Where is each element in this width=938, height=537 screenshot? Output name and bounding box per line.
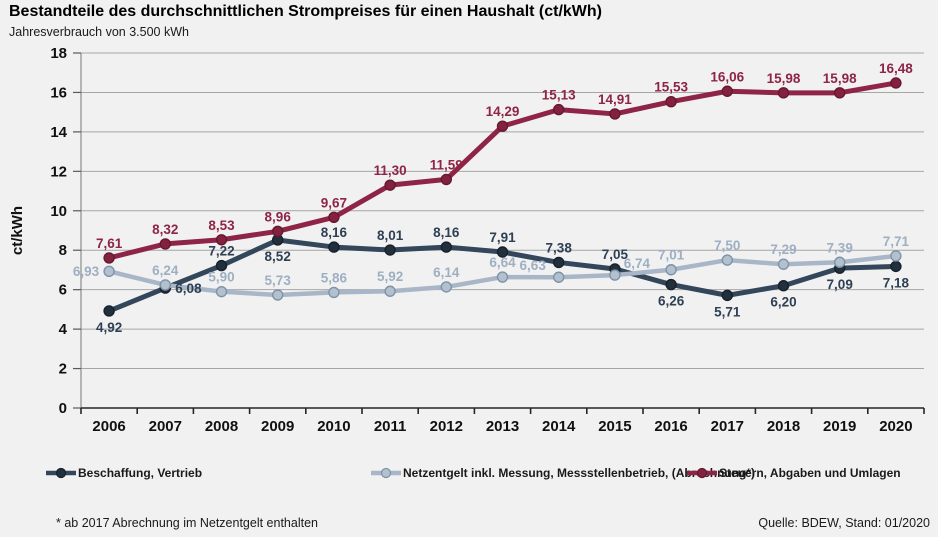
legend-label: Steuern, Abgaben und Umlagen — [719, 466, 901, 480]
svg-text:8,01: 8,01 — [377, 228, 404, 243]
svg-text:7,38: 7,38 — [546, 240, 573, 255]
gridlines — [81, 52, 924, 370]
legend-label: Netzentgelt inkl. Messung, Messstellenbe… — [403, 466, 756, 480]
svg-text:14: 14 — [50, 124, 67, 141]
svg-text:7,29: 7,29 — [770, 242, 796, 257]
svg-text:6,26: 6,26 — [658, 294, 685, 309]
svg-text:2018: 2018 — [767, 418, 800, 435]
source-note: Quelle: BDEW, Stand: 01/2020 — [758, 516, 930, 530]
svg-text:7,91: 7,91 — [489, 230, 516, 245]
svg-text:4,92: 4,92 — [96, 320, 122, 335]
svg-text:7,22: 7,22 — [208, 244, 234, 259]
svg-text:8: 8 — [59, 242, 67, 259]
svg-text:2012: 2012 — [430, 418, 463, 435]
svg-text:10: 10 — [50, 203, 67, 220]
svg-text:6,74: 6,74 — [624, 256, 651, 271]
svg-text:14,91: 14,91 — [598, 92, 632, 107]
svg-text:0: 0 — [59, 400, 67, 417]
svg-text:2013: 2013 — [486, 418, 519, 435]
svg-text:ct/kWh: ct/kWh — [9, 206, 26, 255]
svg-text:2011: 2011 — [374, 418, 407, 435]
svg-text:2010: 2010 — [317, 418, 350, 435]
svg-text:2: 2 — [59, 361, 67, 378]
svg-text:18: 18 — [50, 45, 67, 62]
svg-text:9,67: 9,67 — [321, 195, 347, 210]
svg-text:7,50: 7,50 — [714, 238, 740, 253]
svg-text:6,14: 6,14 — [433, 265, 460, 280]
svg-text:4: 4 — [59, 321, 68, 338]
chart-title: Bestandteile des durchschnittlichen Stro… — [9, 3, 603, 20]
legend-swatch — [687, 467, 717, 479]
svg-text:11,59: 11,59 — [430, 157, 463, 172]
legend-swatch — [371, 467, 401, 479]
svg-text:6,08: 6,08 — [175, 281, 202, 296]
svg-text:2008: 2008 — [205, 418, 238, 435]
svg-text:12: 12 — [50, 163, 67, 180]
svg-text:7,39: 7,39 — [827, 240, 853, 255]
chart-subtitle: Jahresverbrauch von 3.500 kWh — [9, 25, 189, 39]
svg-text:7,71: 7,71 — [883, 234, 910, 249]
svg-text:2020: 2020 — [879, 418, 912, 435]
svg-text:2014: 2014 — [542, 418, 576, 435]
axes: 0 2 4 6 8 10 12 14 16 18 2006 2007 2008 2009 2010 2011 2… — [50, 45, 925, 435]
svg-text:8,52: 8,52 — [265, 249, 291, 264]
svg-text:5,86: 5,86 — [321, 270, 348, 285]
svg-text:5,73: 5,73 — [265, 273, 292, 288]
svg-text:8,16: 8,16 — [433, 225, 460, 240]
svg-text:14,29: 14,29 — [486, 104, 520, 119]
footnote: * ab 2017 Abrechnung im Netzentgelt enth… — [56, 516, 318, 530]
svg-text:15,13: 15,13 — [542, 88, 576, 103]
data-labels: 4,92 6,08 7,22 8,52 8,16 8,01 8,16 7,91 7,38 7,05… — [73, 61, 913, 335]
svg-text:6,93: 6,93 — [73, 264, 100, 279]
svg-text:6,20: 6,20 — [770, 295, 796, 310]
svg-text:6,64: 6,64 — [489, 255, 516, 270]
svg-text:16: 16 — [50, 84, 67, 101]
svg-text:16,06: 16,06 — [710, 69, 744, 84]
svg-text:6: 6 — [59, 282, 67, 299]
legend-item-0: Beschaffung, Vertrieb — [45, 466, 202, 480]
svg-text:2007: 2007 — [149, 418, 182, 435]
svg-text:5,71: 5,71 — [714, 304, 741, 319]
svg-text:2019: 2019 — [823, 418, 856, 435]
svg-text:5,90: 5,90 — [208, 270, 234, 285]
svg-text:7,18: 7,18 — [883, 275, 910, 290]
svg-text:8,32: 8,32 — [152, 222, 178, 237]
series-1 — [103, 250, 902, 301]
svg-text:2006: 2006 — [92, 418, 125, 435]
svg-text:8,16: 8,16 — [321, 225, 348, 240]
svg-text:15,53: 15,53 — [654, 80, 688, 95]
legend-label: Beschaffung, Vertrieb — [78, 466, 203, 480]
svg-text:6,24: 6,24 — [152, 263, 179, 278]
svg-text:5,92: 5,92 — [377, 269, 403, 284]
svg-text:16,48: 16,48 — [879, 61, 913, 76]
svg-text:15,98: 15,98 — [767, 71, 801, 86]
legend: Beschaffung, Vertrieb Netzentgelt inkl. M… — [0, 466, 938, 488]
svg-text:8,96: 8,96 — [265, 209, 292, 224]
svg-text:7,09: 7,09 — [827, 277, 853, 292]
legend-item-2: Steuern, Abgaben und Umlagen — [686, 466, 901, 480]
svg-text:2009: 2009 — [261, 418, 294, 435]
svg-text:11,30: 11,30 — [374, 163, 407, 178]
chart-svg: 0 2 4 6 8 10 12 14 16 18 2006 2007 2008 2009 2010 2011 2… — [9, 45, 925, 435]
svg-text:2017: 2017 — [711, 418, 744, 435]
svg-text:2016: 2016 — [654, 418, 687, 435]
legend-item-1: Netzentgelt inkl. Messung, Messstellenbe… — [370, 466, 755, 480]
legend-swatch — [46, 467, 76, 479]
svg-text:15,98: 15,98 — [823, 71, 857, 86]
svg-text:6,63: 6,63 — [520, 258, 547, 273]
svg-text:2015: 2015 — [598, 418, 631, 435]
svg-text:8,53: 8,53 — [208, 218, 235, 233]
svg-text:7,05: 7,05 — [602, 247, 629, 262]
svg-text:7,01: 7,01 — [658, 248, 685, 263]
series-2 — [103, 77, 902, 264]
svg-text:7,61: 7,61 — [96, 236, 123, 251]
